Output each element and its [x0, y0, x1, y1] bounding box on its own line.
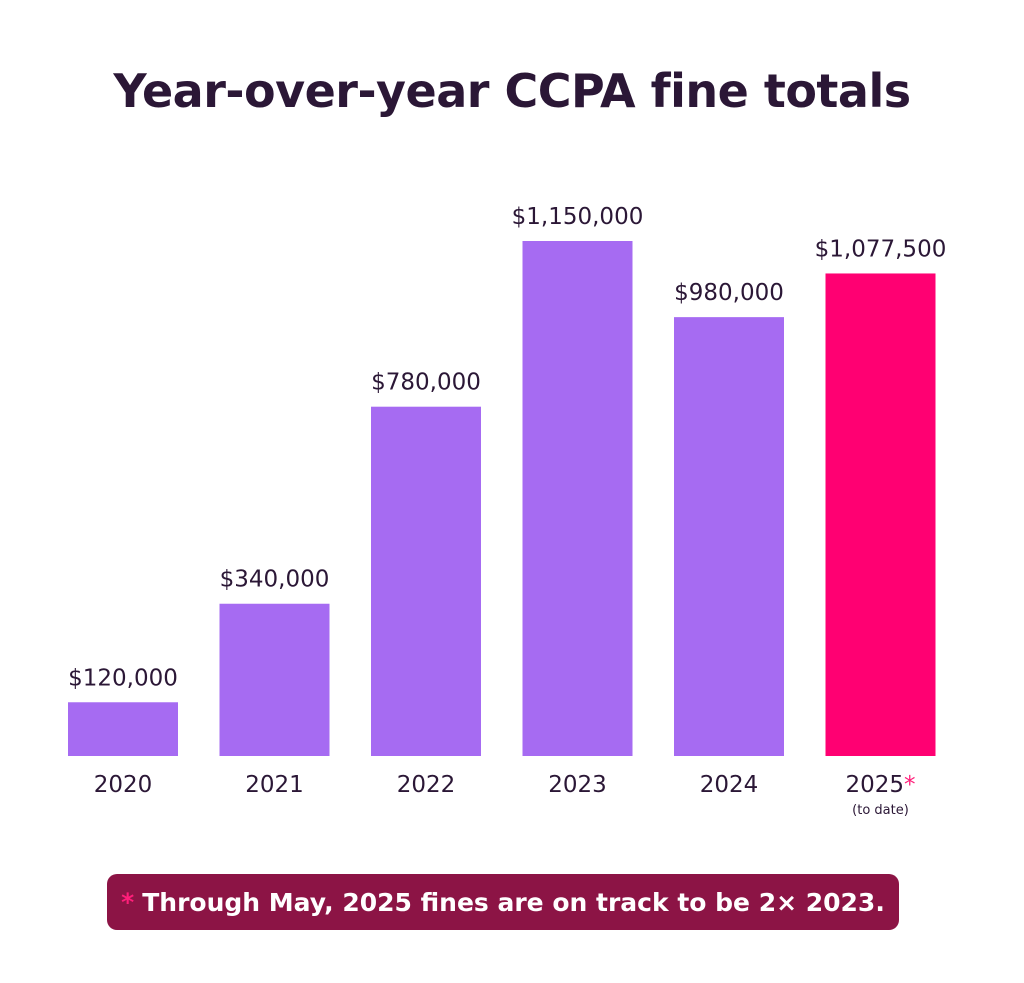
bar-chart: $120,000 2020 $340,000 2021 $780,000 2022 $1,1…: [68, 204, 947, 818]
bar-2022: [371, 406, 481, 756]
value-label-2023: $1,150,000: [512, 204, 644, 230]
value-label-2020: $120,000: [68, 665, 178, 691]
tick-asterisk-2025: *: [904, 772, 916, 798]
value-label-2024: $980,000: [674, 280, 784, 306]
footnote-text: Through May, 2025 fines are on track to …: [142, 887, 885, 917]
tick-label-2020: 2020: [94, 772, 153, 798]
bar-2021: [219, 603, 330, 756]
chart-title: Year-over-year CCPA fine totals: [113, 64, 911, 118]
footnote-asterisk: *: [121, 887, 135, 917]
tick-label-2024: 2024: [700, 772, 759, 798]
footnote-banner: * Through May, 2025 fines are on track t…: [107, 874, 899, 930]
bar-2025: [825, 273, 936, 756]
value-label-2025: $1,077,500: [815, 236, 947, 262]
bar-2020: [68, 702, 178, 756]
value-label-2021: $340,000: [220, 567, 330, 593]
tick-label-2022: 2022: [397, 772, 456, 798]
value-label-2022: $780,000: [371, 370, 481, 396]
bar-2023: [522, 241, 633, 756]
tick-label-2025: 2025*: [845, 772, 915, 798]
tick-label-2023: 2023: [548, 772, 607, 798]
tick-label-2021: 2021: [245, 772, 304, 798]
tick-note-2025: (to date): [852, 803, 909, 818]
bar-2024: [674, 317, 784, 756]
